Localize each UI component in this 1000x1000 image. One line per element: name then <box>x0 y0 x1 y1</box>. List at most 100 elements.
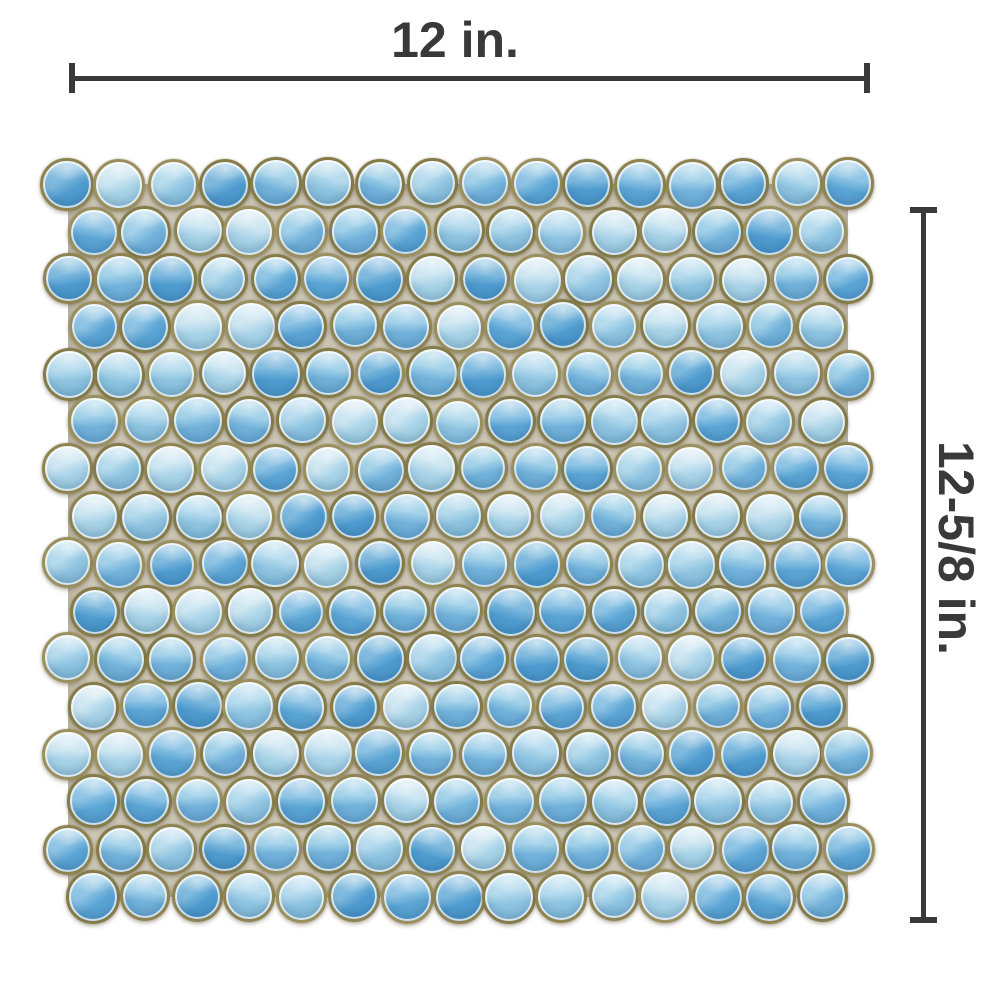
penny-tile <box>147 539 198 590</box>
penny-tile <box>716 537 770 591</box>
penny-tile <box>199 159 252 211</box>
penny-tile <box>744 584 798 638</box>
penny-tile <box>718 728 771 781</box>
penny-tile <box>587 680 639 732</box>
penny-tile <box>275 775 328 828</box>
penny-tile <box>276 490 330 544</box>
penny-tile <box>796 584 849 637</box>
penny-tile <box>93 349 146 401</box>
penny-tile <box>171 393 225 448</box>
penny-tile <box>561 252 616 306</box>
penny-tile <box>536 489 588 541</box>
penny-tile <box>795 491 846 543</box>
penny-tile <box>276 394 329 447</box>
penny-tile <box>796 869 849 922</box>
penny-tile <box>457 442 509 494</box>
penny-tile <box>379 680 432 733</box>
penny-tile <box>198 537 252 590</box>
penny-tile <box>93 632 148 687</box>
penny-tile <box>407 157 458 209</box>
penny-tile <box>432 490 484 542</box>
penny-tile <box>42 443 93 494</box>
penny-tile <box>407 538 459 589</box>
penny-tile <box>716 347 770 400</box>
penny-tile <box>250 823 302 875</box>
penny-tile <box>380 206 431 257</box>
penny-tile <box>199 728 251 779</box>
penny-tile <box>327 870 380 923</box>
penny-tile <box>173 205 225 257</box>
penny-tile <box>770 632 824 687</box>
penny-tile <box>823 350 875 401</box>
penny-tile <box>67 681 119 733</box>
penny-tile <box>275 586 327 637</box>
penny-tile <box>458 538 511 590</box>
penny-tile <box>456 347 510 401</box>
penny-tile <box>508 347 561 400</box>
penny-tile <box>328 395 381 449</box>
penny-tile <box>406 824 458 876</box>
penny-tile <box>405 630 460 685</box>
penny-tile <box>93 728 147 782</box>
height-dimension-label: 12-5/8 in. <box>928 441 984 655</box>
penny-tile <box>172 491 225 544</box>
penny-tile <box>639 774 694 829</box>
penny-tile <box>197 253 248 304</box>
penny-tile <box>69 587 120 638</box>
penny-tile <box>771 442 822 494</box>
penny-tile <box>483 299 537 354</box>
penny-tile <box>433 205 485 257</box>
penny-tile <box>406 728 457 779</box>
penny-tile <box>275 300 327 353</box>
width-tick-right <box>864 63 870 93</box>
penny-tile <box>300 726 355 780</box>
penny-tile <box>665 443 717 495</box>
penny-tile <box>691 205 745 258</box>
penny-tile <box>355 444 407 496</box>
penny-tile <box>458 157 511 210</box>
penny-tile <box>301 253 353 305</box>
penny-tile <box>508 822 563 876</box>
penny-tile <box>742 870 796 924</box>
penny-tile <box>354 537 405 589</box>
penny-tile <box>96 825 147 876</box>
penny-tile <box>274 681 328 734</box>
penny-tile <box>352 252 406 306</box>
penny-tile <box>614 254 666 306</box>
penny-tile <box>692 681 743 732</box>
penny-tile <box>638 869 692 923</box>
penny-tile <box>768 821 822 875</box>
penny-tile <box>432 870 486 924</box>
penny-tile <box>537 394 589 447</box>
penny-tile <box>562 159 613 210</box>
penny-tile <box>588 301 639 352</box>
penny-tile <box>820 442 873 495</box>
penny-tile <box>405 442 459 496</box>
penny-tile <box>560 442 614 496</box>
penny-tile <box>118 206 172 259</box>
penny-tile <box>301 632 353 684</box>
penny-tile <box>666 822 717 873</box>
penny-tile <box>430 584 483 637</box>
penny-tile <box>640 585 693 638</box>
penny-tile <box>664 538 719 592</box>
penny-tile <box>664 631 718 685</box>
penny-tile <box>251 633 302 684</box>
penny-tile <box>665 727 718 780</box>
penny-tile <box>485 395 536 447</box>
penny-tile <box>510 538 564 591</box>
penny-tile <box>482 870 536 924</box>
penny-tile <box>771 158 823 209</box>
penny-tile <box>250 444 301 495</box>
penny-tile <box>795 681 846 732</box>
penny-tile <box>42 632 94 684</box>
penny-tile <box>199 823 250 874</box>
height-dimension-line <box>921 210 926 920</box>
penny-tile <box>665 253 718 306</box>
penny-tile <box>639 681 691 733</box>
penny-tile <box>353 822 406 875</box>
penny-tile <box>380 490 433 543</box>
penny-tile <box>587 394 642 449</box>
penny-tile <box>198 441 252 495</box>
